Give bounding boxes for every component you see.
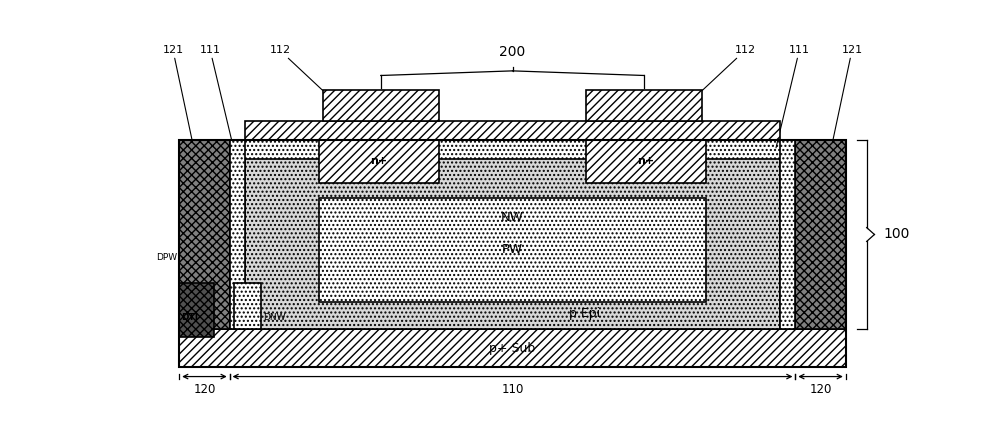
Bar <box>179 140 230 329</box>
Bar <box>234 283 261 329</box>
Text: DPW: DPW <box>156 253 177 262</box>
Bar <box>319 198 706 302</box>
Text: 110: 110 <box>501 383 524 396</box>
Text: 111: 111 <box>776 46 810 148</box>
Bar <box>795 140 846 329</box>
Bar <box>319 140 439 183</box>
Text: PW: PW <box>502 243 523 256</box>
Bar <box>586 140 706 183</box>
Bar <box>179 329 846 367</box>
Text: 100: 100 <box>884 228 910 241</box>
Text: p Epi: p Epi <box>569 307 600 320</box>
Text: n+: n+ <box>638 156 655 166</box>
Bar <box>230 140 245 329</box>
Bar <box>245 159 780 329</box>
Bar <box>179 140 846 329</box>
Text: 120: 120 <box>809 383 832 396</box>
Bar <box>179 140 846 367</box>
Bar <box>586 90 702 121</box>
Text: 121: 121 <box>162 46 199 171</box>
Text: n+: n+ <box>370 156 387 166</box>
Text: p+ Sub: p+ Sub <box>489 342 536 354</box>
Text: 111: 111 <box>200 46 234 148</box>
Text: 112: 112 <box>698 46 756 94</box>
Text: NW: NW <box>501 211 524 224</box>
Text: 121: 121 <box>826 46 863 171</box>
Bar <box>245 121 780 140</box>
Bar <box>780 140 795 329</box>
Text: 120: 120 <box>193 383 216 396</box>
Text: 112: 112 <box>269 46 326 94</box>
Bar <box>323 90 439 121</box>
Text: DTI: DTI <box>181 313 198 322</box>
Text: 200: 200 <box>499 45 526 59</box>
Bar <box>179 283 214 337</box>
Text: DNW: DNW <box>263 313 285 322</box>
